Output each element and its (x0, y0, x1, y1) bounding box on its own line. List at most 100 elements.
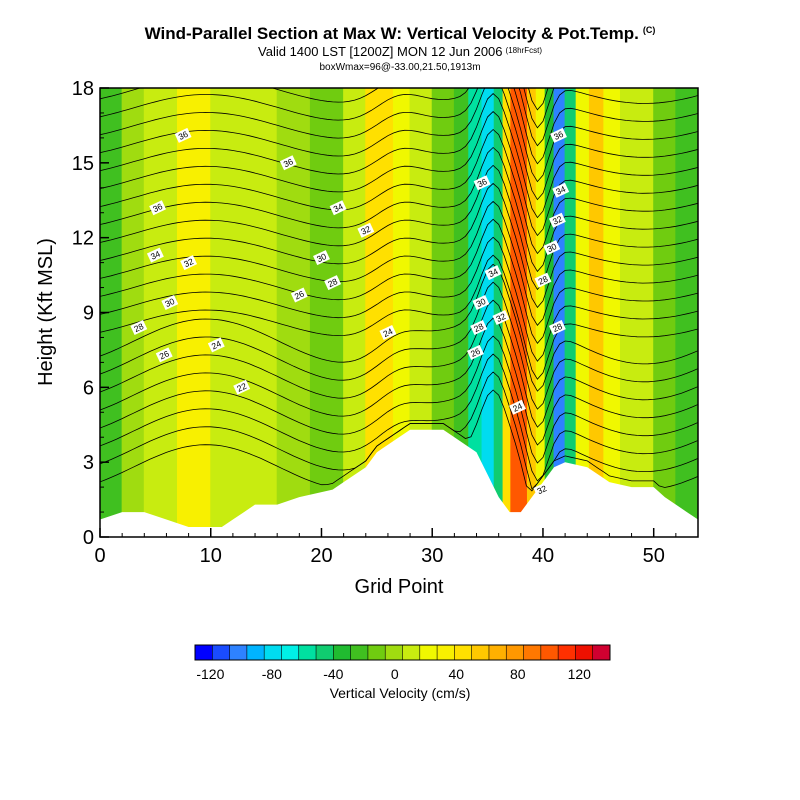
colorbar-swatch (437, 645, 455, 660)
svg-text:34: 34 (487, 266, 500, 279)
svg-text:28: 28 (326, 276, 339, 289)
colorbar-swatch (488, 645, 507, 660)
theta-isoline (100, 299, 698, 428)
colorbar-swatch (454, 645, 473, 660)
svg-text:30: 30 (163, 296, 176, 309)
theta-isoline (100, 236, 698, 362)
contour-label: 32 (533, 482, 551, 498)
contour-label: 28 (324, 275, 342, 291)
velocity-band (619, 88, 655, 537)
theta-isoline (100, 281, 698, 410)
svg-text:32: 32 (359, 224, 372, 237)
theta-isoline (100, 164, 698, 291)
svg-text:28: 28 (132, 321, 145, 334)
title-badge: (C) (642, 25, 656, 35)
x-tick-label: 30 (421, 545, 443, 567)
contour-label: 28 (534, 272, 552, 288)
subtitle-badge: (18hrFcst) (505, 46, 542, 55)
theta-isoline (100, 88, 698, 165)
velocity-band (409, 88, 433, 537)
velocity-band (526, 88, 537, 537)
svg-text:34: 34 (149, 248, 162, 261)
colorbar-swatch (402, 645, 421, 660)
contour-label: 36 (550, 127, 567, 143)
x-tick-label: 20 (310, 545, 332, 567)
colorbar-title: Vertical Velocity (cm/s) (330, 685, 471, 701)
svg-text:30: 30 (474, 296, 487, 309)
velocity-band (100, 88, 123, 537)
x-tick-label: 40 (532, 545, 554, 567)
colorbar-swatch (506, 645, 524, 660)
colorbar-swatch (523, 645, 542, 660)
theta-isoline (100, 317, 698, 446)
svg-text:26: 26 (158, 348, 171, 361)
theta-isoline (100, 263, 698, 392)
contour-label: 32 (492, 310, 510, 325)
colorbar-swatch (575, 645, 594, 660)
svg-text:32: 32 (551, 214, 564, 227)
contour-label: 26 (290, 287, 308, 303)
y-tick-label: 18 (72, 78, 94, 100)
contour-label: 24 (509, 399, 526, 415)
contour-label: 30 (313, 250, 330, 266)
svg-text:36: 36 (476, 176, 489, 189)
svg-text:30: 30 (545, 241, 558, 254)
theta-isoline (100, 335, 698, 464)
svg-text:24: 24 (381, 326, 394, 339)
y-tick-label: 15 (72, 153, 94, 175)
velocity-band (493, 88, 504, 537)
velocity-band (177, 88, 212, 537)
contour-label: 28 (548, 320, 566, 335)
colorbar-tick-label: -40 (323, 666, 343, 682)
svg-text:36: 36 (282, 156, 295, 169)
theta-isoline (100, 182, 698, 309)
svg-text:22: 22 (235, 381, 248, 394)
colorbar-swatch (195, 645, 213, 660)
svg-text:24: 24 (511, 401, 524, 414)
velocity-band (510, 88, 528, 537)
velocity-band (232, 88, 278, 537)
contour-labels: 36 36 36 34 32 34 32 30 28 26 30 28 26 24 24 22 36 36 34 32… (130, 127, 570, 498)
y-tick-label: 12 (72, 228, 94, 250)
contour-label: 26 (466, 344, 484, 360)
velocity-band (343, 88, 367, 537)
theta-isoline (100, 218, 698, 344)
contour-label: 32 (357, 222, 375, 238)
contour-label: 34 (329, 200, 347, 216)
contour-label: 30 (161, 295, 179, 310)
colorbar-tick-label: -80 (262, 666, 282, 682)
velocity-band (481, 88, 495, 537)
y-axis-ticks: 0 3 6 9 12 15 18 (72, 78, 109, 549)
colorbar-swatch (385, 645, 403, 660)
svg-text:36: 36 (552, 129, 565, 142)
terrain (100, 429, 698, 537)
svg-text:30: 30 (315, 251, 328, 264)
velocity-band (675, 88, 698, 537)
theta-isoline (100, 146, 698, 273)
svg-text:28: 28 (472, 321, 485, 334)
colorbar-swatch (350, 645, 369, 660)
colorbar-swatch (592, 645, 611, 660)
chart-info-line: boxWmax=96@-33.00,21.50,1913m (319, 62, 481, 73)
svg-text:26: 26 (469, 346, 482, 359)
svg-text:28: 28 (551, 321, 564, 334)
theta-isoline (100, 200, 698, 326)
colorbar-swatch (298, 645, 317, 660)
contour-label: 34 (484, 265, 502, 281)
svg-text:32: 32 (182, 256, 195, 269)
terrain-mask (100, 429, 698, 537)
velocity-band (431, 88, 455, 537)
contour-label: 28 (470, 320, 488, 335)
contour-label: 32 (180, 255, 198, 271)
theta-isoline (100, 88, 698, 183)
contour-label: 34 (146, 247, 164, 263)
x-tick-label: 10 (200, 545, 222, 567)
contour-label: 34 (552, 182, 570, 198)
velocity-band (653, 88, 677, 537)
y-tick-label: 0 (83, 527, 94, 549)
velocity-band (468, 88, 483, 537)
svg-text:34: 34 (554, 184, 567, 197)
x-axis-ticks: 0 10 20 30 40 50 (94, 528, 699, 567)
x-tick-label: 50 (643, 545, 665, 567)
